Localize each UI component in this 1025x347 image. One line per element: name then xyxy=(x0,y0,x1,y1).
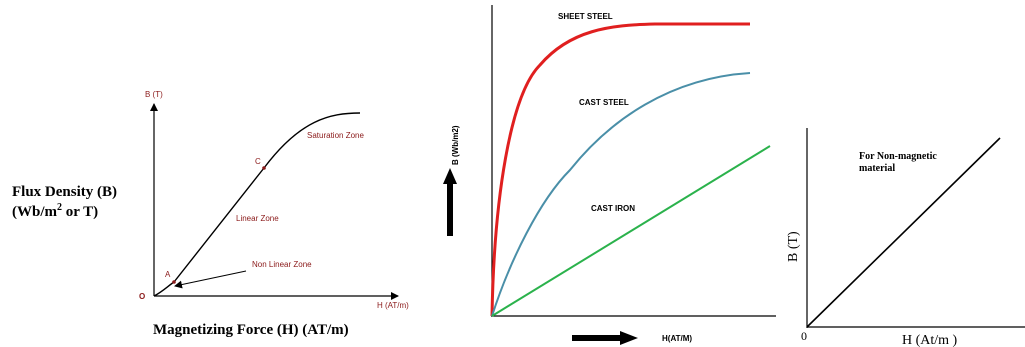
non-linear-pointer-arrow xyxy=(174,270,247,289)
saturation-zone-label: Saturation Zone xyxy=(307,131,364,140)
linear-zone-label: Linear Zone xyxy=(236,214,279,223)
y-axis-label: B (Wb/m2) xyxy=(451,125,460,165)
cast-iron-label: CAST IRON xyxy=(591,204,635,213)
x-axis-label: H (At/m ) xyxy=(902,333,958,347)
origin-label: 0 xyxy=(801,329,807,343)
y-direction-arrow-head xyxy=(443,168,457,184)
panel-material-curves: SHEET STEEL CAST STEEL CAST IRON B (Wb/m… xyxy=(443,5,776,345)
non-linear-zone-label: Non Linear Zone xyxy=(252,260,312,269)
cast-steel-label: CAST STEEL xyxy=(579,98,629,107)
panel-magnetization-curve: B (T) H (AT/m) O A C Saturation Zone Lin… xyxy=(12,90,409,338)
cast-iron-line xyxy=(491,145,771,317)
point-a-marker xyxy=(172,280,176,284)
flux-density-label-line2: (Wb/m2 or T) xyxy=(12,202,98,220)
origin-label: O xyxy=(139,292,145,301)
x-direction-arrow-head xyxy=(620,331,638,345)
sheet-steel-label: SHEET STEEL xyxy=(558,12,613,21)
panel-non-magnetic: For Non-magnetic material B (T) 0 H (At/… xyxy=(786,128,1025,347)
point-c-marker xyxy=(262,166,266,170)
flux-density-label-line1: Flux Density (B) xyxy=(12,184,117,200)
non-magnetic-line xyxy=(806,137,1001,328)
point-a-label: A xyxy=(165,270,171,279)
x-axis-label: H(AT/M) xyxy=(662,334,692,343)
cast-steel-curve xyxy=(491,72,751,317)
point-c-label: C xyxy=(255,157,261,166)
sheet-steel-curve xyxy=(490,22,750,317)
magnetizing-force-label: Magnetizing Force (H) (AT/m) xyxy=(153,322,349,338)
annotation-line2: material xyxy=(859,163,895,174)
y-axis-short-label: B (T) xyxy=(145,90,163,99)
y-axis-label: B (T) xyxy=(786,231,801,262)
annotation-line1: For Non-magnetic xyxy=(859,151,937,162)
x-axis-short-label: H (AT/m) xyxy=(377,301,409,310)
